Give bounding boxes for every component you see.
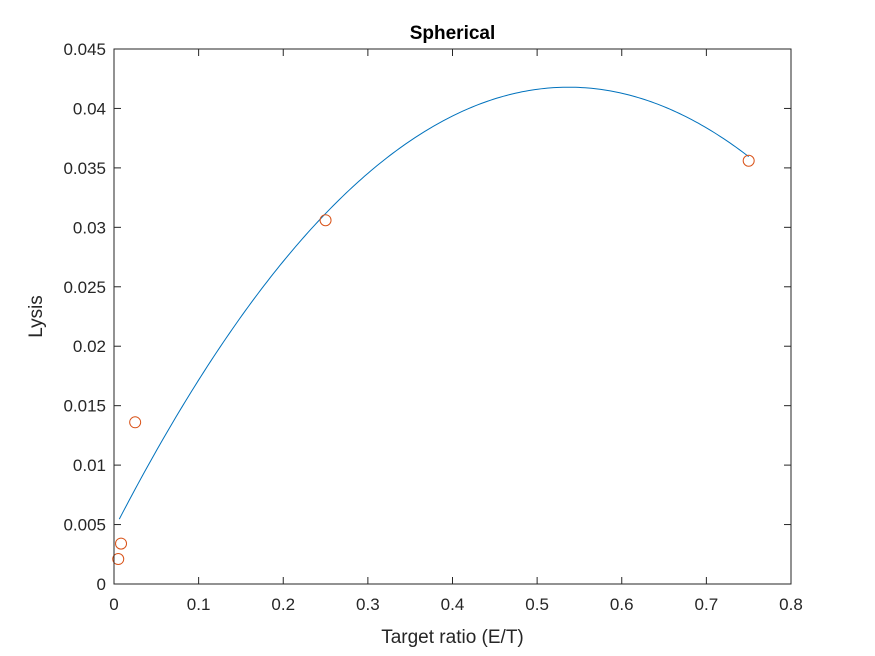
y-tick-label: 0.01	[73, 456, 106, 475]
y-tick-label: 0.035	[63, 159, 106, 178]
y-tick-label: 0.02	[73, 337, 106, 356]
data-point-marker	[319, 214, 332, 227]
y-tick-label: 0.045	[63, 40, 106, 59]
y-tick-label: 0.015	[63, 397, 106, 416]
x-tick-label: 0.8	[779, 595, 803, 614]
data-point-marker	[112, 553, 125, 566]
fit-curve-line	[118, 86, 749, 520]
y-tick-label: 0.03	[73, 218, 106, 237]
y-tick-label: 0.04	[73, 99, 106, 118]
data-point-marker	[742, 154, 755, 167]
x-tick-label: 0.4	[441, 595, 465, 614]
data-point-marker	[129, 416, 142, 429]
x-tick-label: 0	[109, 595, 118, 614]
series-layer	[112, 86, 755, 566]
plot-area	[114, 49, 791, 584]
x-tick-label: 0.5	[525, 595, 549, 614]
x-tick-label: 0.2	[271, 595, 295, 614]
x-tick-label: 0.1	[187, 595, 211, 614]
x-tick-label: 0.7	[695, 595, 719, 614]
y-tick-label: 0	[97, 575, 106, 594]
y-tick-label: 0.005	[63, 516, 106, 535]
axes-layer: 0 0.1 0.2 0.3 0.4 0.5 0.6 0.7 0.8 0 0.005 0.01 0.015…	[63, 40, 802, 614]
y-tick-label: 0.025	[63, 278, 106, 297]
data-point-marker	[115, 537, 128, 550]
y-axis-label: Lysis	[26, 295, 47, 338]
x-axis-label: Target ratio (E/T)	[381, 627, 524, 648]
x-tick-label: 0.6	[610, 595, 634, 614]
chart-title: Spherical	[410, 23, 496, 44]
x-tick-label: 0.3	[356, 595, 380, 614]
